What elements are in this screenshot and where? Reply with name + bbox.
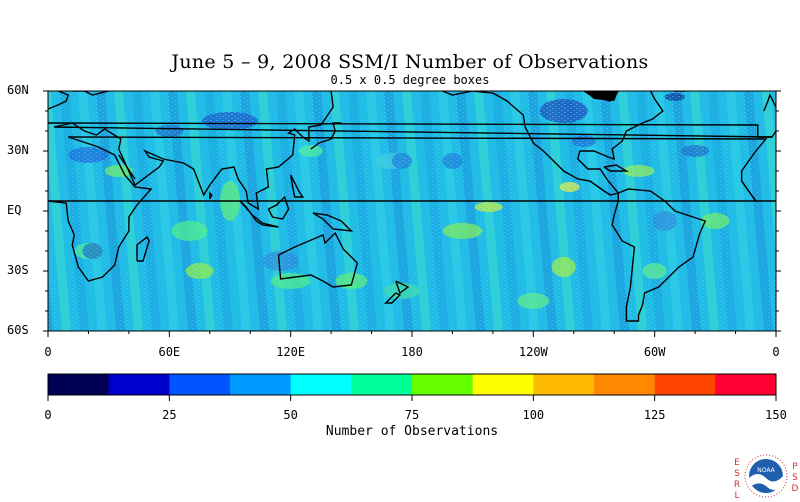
coastline [442, 91, 664, 196]
lat-label: 60S [7, 323, 29, 337]
coastline [383, 292, 402, 304]
noaa-logo: NOAA [744, 454, 788, 498]
colorbar-segment [290, 374, 352, 395]
coastline [290, 174, 305, 198]
coastline [48, 91, 773, 211]
lat-label: EQ [7, 203, 22, 217]
lon-label: 60W [643, 345, 666, 359]
no-data-patch [583, 91, 619, 101]
coastline [583, 91, 619, 102]
colorbar-segment [108, 374, 170, 395]
coastline [674, 91, 687, 92]
colorbar-segment [412, 374, 474, 395]
logo-badge-text: NOAA [757, 467, 775, 474]
coastline [209, 191, 213, 200]
coastline [312, 212, 354, 232]
coastline [611, 188, 707, 322]
lon-label: 0 [772, 345, 780, 359]
lon-label: 120W [518, 345, 548, 359]
colorbar-tick-label: 50 [283, 408, 298, 422]
colorbar-segment [594, 374, 656, 395]
colorbar-segment [715, 374, 777, 395]
coastlines [48, 91, 776, 322]
coastline [277, 231, 359, 288]
colorbar-tick-label: 75 [404, 408, 420, 422]
lat-label: 30N [7, 143, 29, 157]
coastline [72, 91, 109, 96]
colorbar-tick-label: 100 [522, 408, 545, 422]
lon-label: 60E [158, 345, 181, 359]
colorbar [47, 373, 777, 401]
colorbar-segment [654, 374, 716, 395]
lon-label: 120E [276, 345, 306, 359]
colorbar-tick-label: 125 [643, 408, 666, 422]
colorbar-segment [472, 374, 534, 395]
coastline [267, 195, 290, 220]
coastline [136, 235, 150, 262]
lat-label: 60N [7, 83, 29, 97]
lon-label: 180 [401, 345, 423, 359]
colorbar-tick-label: 150 [765, 408, 787, 422]
coastline [603, 164, 629, 172]
coastline [757, 125, 776, 138]
map-speckle [48, 91, 776, 331]
coastline [48, 91, 70, 110]
map-field [48, 91, 800, 331]
map-ticks [43, 90, 781, 337]
colorbar-tick-label: 25 [162, 408, 177, 422]
map-title: June 5 – 9, 2008 SSM/I Number of Observa… [171, 51, 649, 73]
colorbar-segment [169, 374, 231, 395]
coastline [310, 122, 342, 150]
coastline [118, 154, 136, 180]
colorbar-segment [351, 374, 413, 395]
coastline [741, 180, 776, 202]
coastline [763, 93, 776, 112]
coastline [48, 136, 768, 282]
coastline [395, 280, 410, 295]
logo-wave [749, 474, 783, 490]
colorbar-segment [48, 374, 110, 395]
lat-label: 30S [7, 263, 29, 277]
map-subtitle: 0.5 x 0.5 degree boxes [330, 73, 490, 87]
swath-stripe [780, 91, 800, 331]
coastline [239, 200, 279, 228]
lon-label: 0 [44, 345, 52, 359]
colorbar-tick-label: 0 [44, 408, 52, 422]
colorbar-title: Number of Observations [325, 424, 499, 439]
colorbar-segment [230, 374, 292, 395]
colorbar-segment [533, 374, 595, 395]
